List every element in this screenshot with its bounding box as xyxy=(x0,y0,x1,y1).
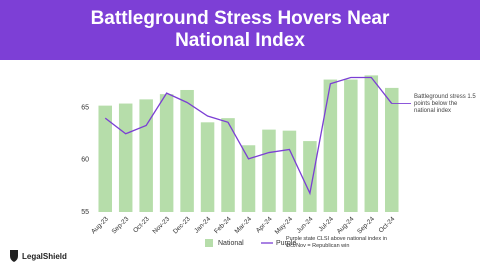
x-tick-label: Sep-24 xyxy=(356,215,376,235)
x-tick-label: Oct-23 xyxy=(132,215,151,234)
x-tick-label: Mar-24 xyxy=(234,215,254,235)
bar xyxy=(221,118,235,212)
x-tick-label: Oct-24 xyxy=(378,215,397,234)
bar xyxy=(159,94,174,212)
header-band xyxy=(0,0,480,60)
legend-note: Purple state CLSI above national index i… xyxy=(286,236,387,249)
x-tick-label: May-24 xyxy=(274,215,295,236)
bar xyxy=(262,129,276,212)
x-tick-label: Jun-24 xyxy=(296,215,315,234)
legend-swatch xyxy=(205,239,213,247)
bar xyxy=(282,130,297,212)
bar xyxy=(180,89,194,212)
line xyxy=(104,76,393,196)
annotation: Battleground stress 1.5 points below the… xyxy=(414,94,476,114)
bar xyxy=(98,105,112,212)
bar xyxy=(139,99,153,212)
x-tick-label: Aug-24 xyxy=(336,215,356,235)
bar xyxy=(118,103,133,212)
brand: LegalShield xyxy=(22,252,67,261)
x-tick-label: Sep-23 xyxy=(111,215,131,235)
bar xyxy=(323,79,338,212)
legend-label: Purple xyxy=(276,240,296,247)
x-tick-label: Dec-23 xyxy=(172,215,192,235)
bar xyxy=(364,75,379,212)
bar xyxy=(241,145,256,212)
y-tick-label: 65 xyxy=(81,105,89,112)
bar xyxy=(385,87,399,212)
x-tick-label: Feb-24 xyxy=(213,215,233,235)
bar xyxy=(344,79,358,212)
chart-title: Battleground Stress Hovers Near National… xyxy=(90,8,390,51)
y-tick-label: 60 xyxy=(81,157,89,164)
bar xyxy=(303,141,317,212)
x-tick-label: Aug-23 xyxy=(90,215,110,235)
legend-label: National xyxy=(218,240,244,247)
logo-icon xyxy=(10,250,18,262)
x-tick-label: Jan-24 xyxy=(193,215,212,234)
x-tick-label: Jul-24 xyxy=(318,215,336,233)
bar xyxy=(200,122,215,212)
x-tick-label: Apr-24 xyxy=(255,215,274,234)
y-tick-label: 55 xyxy=(81,209,89,216)
x-tick-label: Nov-23 xyxy=(151,215,171,235)
